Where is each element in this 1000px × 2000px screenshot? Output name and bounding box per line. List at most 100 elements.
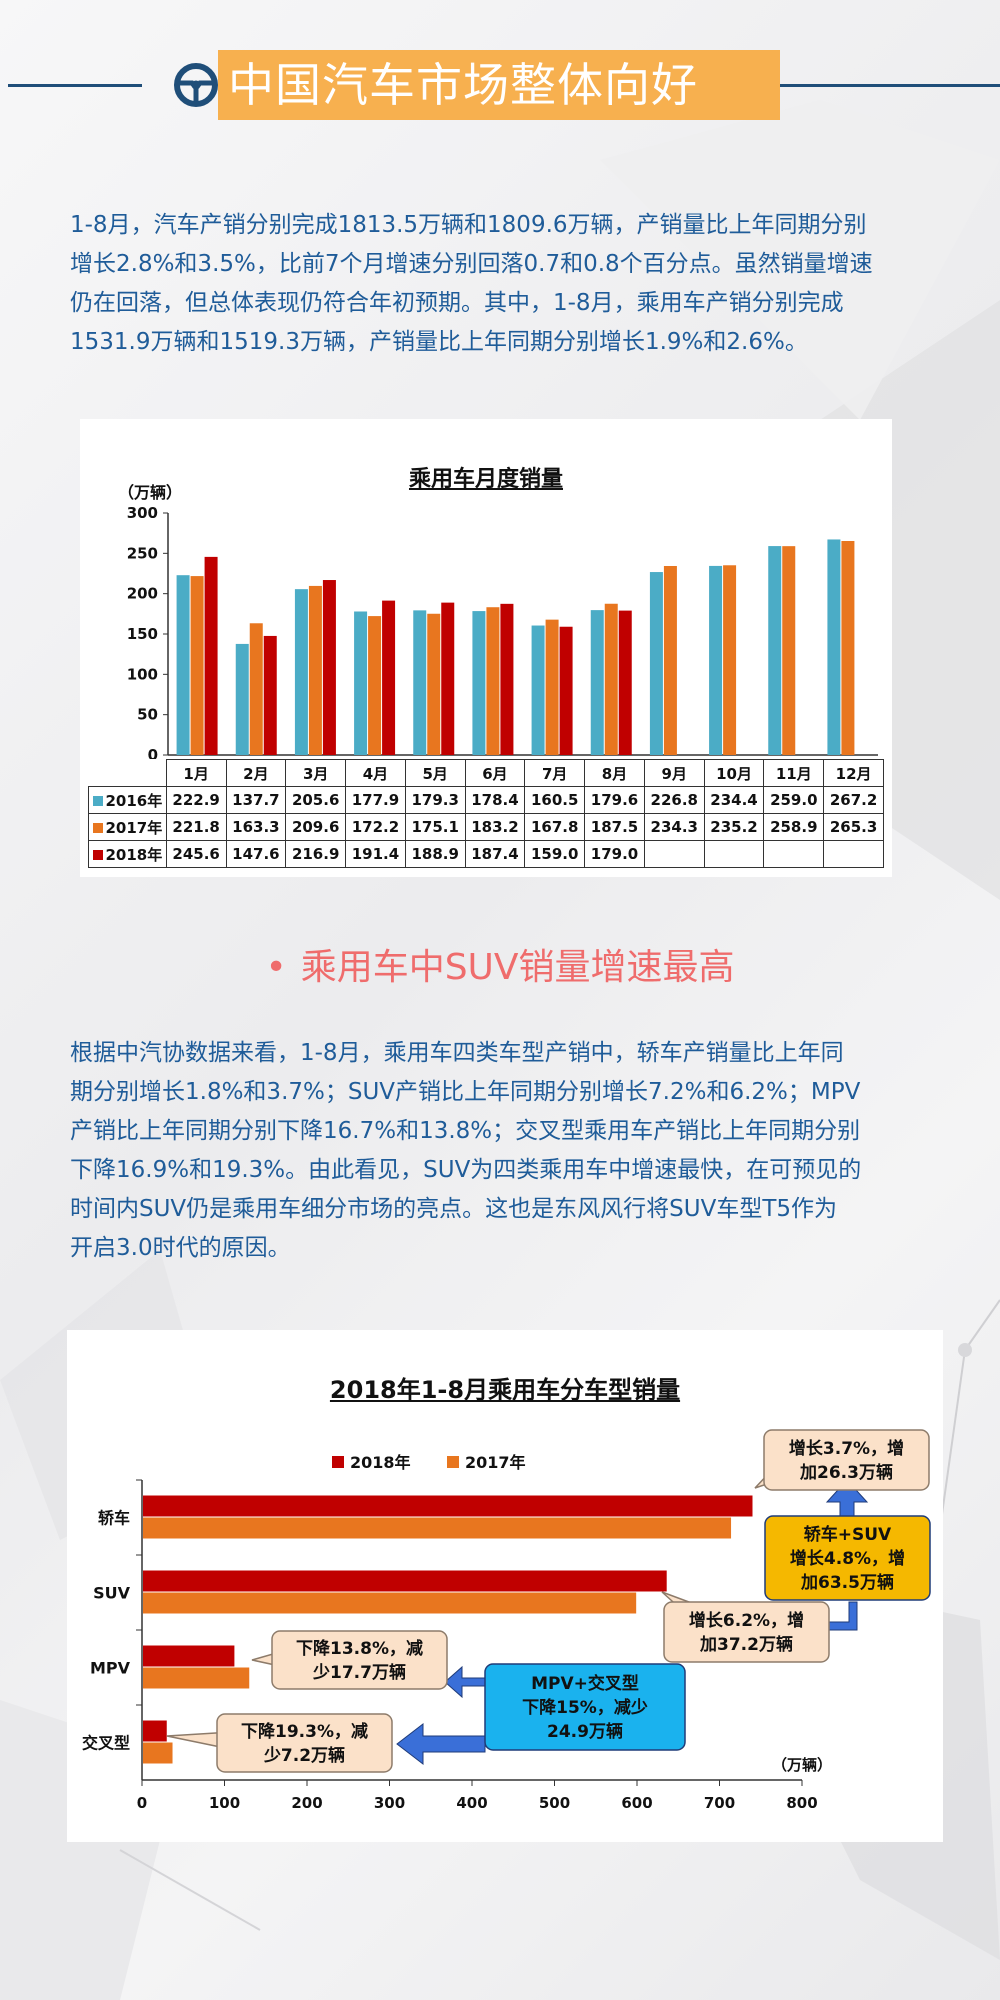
data-label: 179.6 [584,786,645,814]
legend-entry: 2016年 [88,786,167,814]
bar-2018年 [382,600,396,755]
suv-line: 时间内SUV仍是乘用车细分市场的亮点。这也是东风风行将SUV车型T5作为 [70,1196,838,1222]
legend-swatch [92,823,103,833]
data-label: 187.4 [464,840,526,868]
data-label: 159.0 [524,840,586,868]
x-tick-label: 8月 [584,759,645,787]
bar-2016年 [294,589,308,755]
legend-entry: 2017年 [88,813,167,841]
bar-2017年 [841,540,855,755]
bar-2018年 [559,626,573,755]
bar-2016年 [768,546,782,755]
bar-2016年 [472,611,486,755]
suv-line: 期分别增长1.8%和3.7%；SUV产销比上年同期分别增长7.2%和6.2%；M… [70,1079,861,1105]
callout-text: 下降13.8%，减 [296,1638,423,1659]
x-tick-label: 800 [786,1794,817,1812]
callout-text: 加63.5万辆 [800,1572,894,1593]
y-tick-label: 250 [127,544,158,562]
bar-2017年 [249,623,263,755]
callout-box [484,1663,686,1751]
vehicle-type-chart-card: 2018年1-8月乘用车分车型销量 2018年 2017年 0 100 200 300 40… [67,1330,943,1842]
bar-2017年 [143,1592,637,1614]
bar-2016年 [590,610,604,755]
table-row: 2018年 245.6 147.6 216.9 191.4 188.9 187.4 159.0… [88,840,884,868]
bar-2017年 [427,613,441,755]
bar-2016年 [235,643,249,755]
bar-2016年 [354,611,368,755]
chart-title: 2018年1-8月乘用车分车型销量 [329,1376,681,1404]
monthly-sales-chart-card: 乘用车月度销量 （万辆） 0 50 100 150 200 250 300 1月 2月 3月 4月… [80,419,892,877]
data-label: 221.8 [165,813,227,841]
data-label: 175.1 [404,813,466,841]
data-label: 267.2 [823,786,884,814]
bar-2017年 [663,565,677,755]
x-tick-label: 400 [456,1794,487,1812]
bar-2017年 [604,603,618,755]
bar-2016年 [649,572,663,755]
subheading-text: 乘用车中SUV销量增速最高 [300,947,735,988]
data-label: 259.0 [763,786,825,814]
y-tick-label: 交叉型 [82,1734,130,1753]
data-label [823,840,884,868]
data-label: 265.3 [823,813,884,841]
data-label: 188.9 [404,840,466,868]
bar-2016年 [827,539,841,755]
x-tick-label: 9月 [643,759,705,787]
bar-2018年 [618,610,632,755]
data-label: 234.4 [703,786,765,814]
legend-swatch [92,850,103,860]
bullet: • [265,947,287,988]
data-label: 245.6 [165,840,227,868]
callout-text: MPV+交叉型 [531,1673,639,1694]
x-tick-label: 11月 [763,759,825,787]
bar-2017年 [486,607,500,755]
bar-2016年 [531,625,545,755]
bar-2017年 [723,565,737,755]
y-tick-label: MPV [90,1659,131,1678]
bar-2017年 [143,1517,732,1539]
data-label: 187.5 [584,813,645,841]
legend-label: 2017年 [465,1453,526,1472]
y-tick-label: 300 [127,504,158,522]
callout-text: 增长6.2%，增 [689,1610,804,1631]
bar-2016年 [176,575,190,755]
y-tick-label: 150 [127,625,158,643]
callout-text: 少7.2万辆 [263,1745,345,1766]
bar-2018年 [441,602,455,755]
intro-line: 1-8月，汽车产销分别完成1813.5万辆和1809.6万辆，产销量比上年同期分… [70,212,867,238]
intro-line: 仍在回落，但总体表现仍符合年初预期。其中，1-8月，乘用车产销分别完成 [70,290,844,316]
bar-2018年 [143,1645,235,1667]
legend-swatch [332,1456,344,1468]
x-tick-label: 3月 [285,759,347,787]
callout-text: 增长4.8%，增 [790,1548,905,1569]
monthly-sales-chart: 0 50 100 150 200 250 300 [127,504,878,759]
bar-2017年 [143,1667,250,1689]
callout-box [663,1601,830,1663]
suv-line: 根据中汽协数据来看，1-8月，乘用车四类车型产销中，轿车产销量比上年同 [70,1040,844,1066]
x-tick-label: 12月 [823,759,884,787]
data-label: 147.6 [225,840,287,868]
section-subheading: • 乘用车中SUV销量增速最高 [0,938,1000,990]
callout-text: 下降15%，减少 [522,1697,648,1718]
legend-swatch [92,796,103,806]
bar-2018年 [204,556,218,755]
bar-2016年 [709,565,723,755]
intro-line: 增长2.8%和3.5%，比前7个月增速分别回落0.7和0.8个百分点。虽然销量增… [70,251,873,277]
bar-2017年 [190,576,204,755]
data-label: 191.4 [345,840,406,868]
callout-box [271,1630,448,1690]
y-tick-label: 200 [127,585,158,603]
data-label: 172.2 [345,813,406,841]
suv-line: 下降16.9%和19.3%。由此看见，SUV为四类乘用车中增速最快，在可预见的 [70,1157,862,1183]
monthly-sales-table: 1月 2月 3月 4月 5月 6月 7月 8月 9月 10月 11月 12月 2016年 222.9 137… [88,759,884,868]
table-row: 2017年 221.8 163.3 209.6 172.2 175.1 183.2 167.8… [88,813,884,841]
bar-2018年 [143,1720,167,1742]
steering-wheel-icon [174,63,218,107]
data-label: 222.9 [165,786,227,814]
data-label: 160.5 [524,786,586,814]
data-label: 235.2 [703,813,765,841]
legend-label: 2018年 [105,845,163,864]
callout-text: 加37.2万辆 [699,1634,793,1655]
data-label: 178.4 [464,786,526,814]
x-tick-label: 2月 [225,759,287,787]
